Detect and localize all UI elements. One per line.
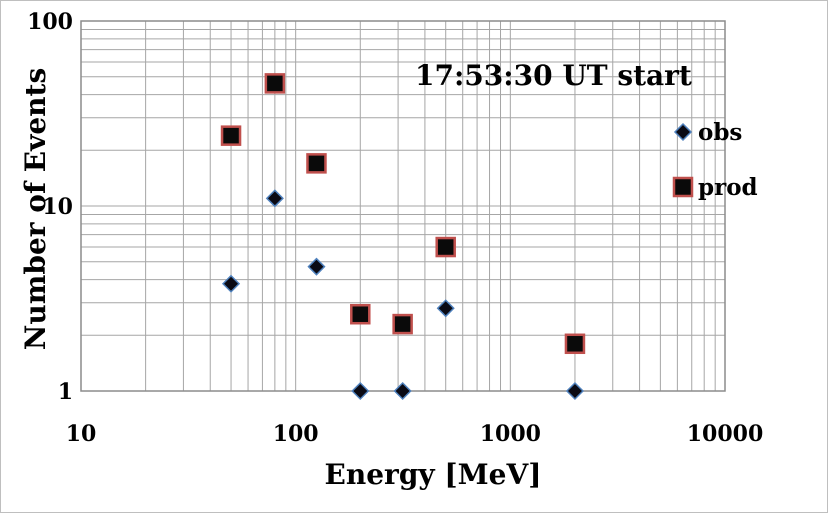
y-tick-label: 100 (27, 9, 73, 35)
y-axis-title: Number of Events (19, 68, 52, 350)
obs-marker (351, 381, 370, 401)
chart-annotation: 17:53:30 UT start (415, 59, 692, 92)
obs-marker (265, 189, 284, 208)
legend: obs prod (672, 119, 758, 201)
prod-marker (350, 303, 371, 325)
x-tick-label: 10 (66, 421, 97, 447)
legend-label-obs: obs (698, 119, 742, 146)
prod-legend-marker (672, 176, 694, 198)
obs-legend-marker (673, 122, 693, 142)
x-tick-label: 10000 (687, 421, 764, 447)
prod-marker (264, 73, 286, 94)
obs-marker (307, 257, 326, 276)
prod-marker (564, 333, 586, 355)
y-tick-label: 1 (58, 379, 73, 405)
x-axis-title: Energy [MeV] (325, 458, 542, 491)
x-tick-label: 100 (273, 421, 319, 447)
data-markers (220, 73, 586, 401)
obs-marker (436, 299, 455, 318)
x-tick-label: 1000 (480, 421, 541, 447)
prod-marker (220, 125, 242, 146)
prod-marker (306, 153, 327, 174)
prod-marker (435, 236, 456, 258)
y-tick-label: 10 (42, 194, 73, 220)
gridlines (80, 21, 725, 392)
obs-marker (393, 381, 412, 401)
obs-marker (221, 274, 241, 293)
obs-marker (565, 381, 585, 401)
prod-marker (392, 313, 413, 335)
tick-labels: 10 100 1000 10000 1 10 100 (27, 9, 763, 447)
legend-label-prod: prod (698, 174, 758, 201)
